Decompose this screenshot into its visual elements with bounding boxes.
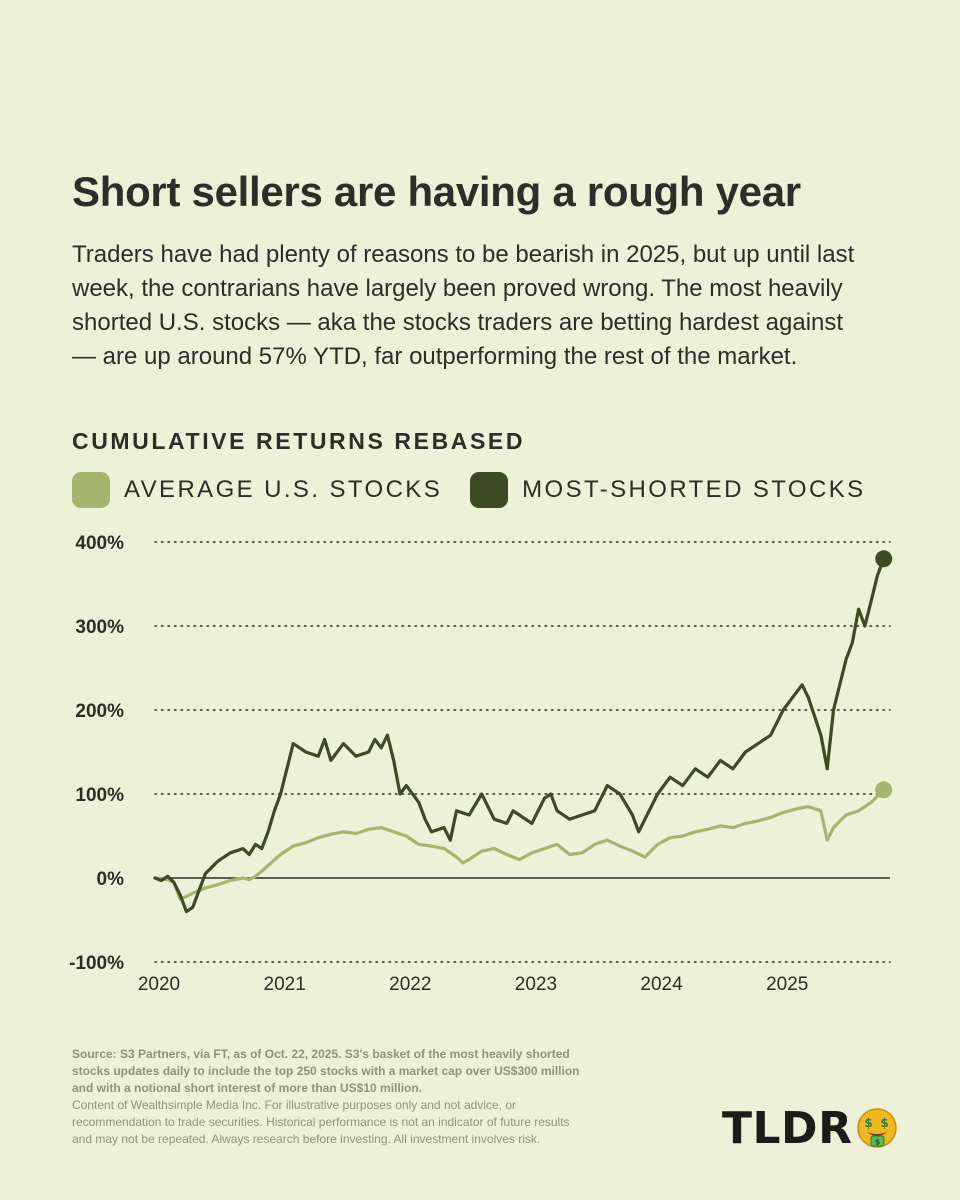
chart-heading: CUMULATIVE RETURNS REBASED — [72, 428, 526, 454]
y-tick-label-2: 200% — [75, 701, 124, 722]
legend-label-average: AVERAGE U.S. STOCKS — [124, 476, 443, 503]
series-line-average-u-s-stocks — [153, 788, 886, 901]
series-line-most-shorted-stocks — [153, 557, 886, 914]
footnote-source: Source: S3 Partners, via FT, as of Oct. … — [72, 1047, 580, 1095]
svg-text:$: $ — [881, 1116, 889, 1130]
x-tick-label-5: 2025 — [766, 974, 808, 995]
returns-line-chart: 400% 300% 200% 100% 0% -100% 2020 2021 2022 2023 2… — [69, 533, 893, 995]
legend-item-most-shorted: MOST-SHORTED STOCKS — [470, 472, 865, 508]
svg-text:$: $ — [865, 1116, 873, 1130]
x-tick-label-1: 2021 — [264, 974, 306, 995]
x-tick-label-4: 2024 — [640, 974, 683, 995]
y-tick-label-5: -100% — [69, 953, 124, 974]
series-end-marker-most-shorted-stocks — [875, 550, 893, 568]
svg-text:$: $ — [875, 1138, 881, 1147]
page-title: Short sellers are having a rough year — [72, 168, 801, 215]
chart-legend: AVERAGE U.S. STOCKS MOST-SHORTED STOCKS — [72, 472, 894, 508]
series-end-marker-average-u-s-stocks — [875, 781, 893, 799]
legend-swatch-most-shorted — [470, 472, 509, 508]
y-tick-label-4: 0% — [97, 869, 125, 890]
legend-swatch-average — [72, 472, 110, 508]
footnote-disclaimer: Content of Wealthsimple Media Inc. For i… — [72, 1098, 570, 1146]
y-tick-label-3: 100% — [75, 785, 124, 806]
x-tick-label-2: 2022 — [389, 974, 431, 995]
y-tick-label-0: 400% — [75, 533, 124, 554]
x-tick-label-0: 2020 — [138, 974, 180, 995]
legend-item-average: AVERAGE U.S. STOCKS — [72, 472, 442, 508]
legend-label-most-shorted: MOST-SHORTED STOCKS — [522, 476, 866, 503]
money-mouth-face-icon: $ $ $ — [857, 1108, 898, 1148]
y-tick-label-1: 300% — [75, 617, 124, 638]
x-tick-label-3: 2023 — [515, 974, 557, 995]
footnote: Source: S3 Partners, via FT, as of Oct. … — [72, 1046, 592, 1148]
brand-name: TLDR — [722, 1102, 853, 1154]
brand-logo: TLDR $ $ $ — [722, 1102, 898, 1154]
page-subtitle: Traders have had plenty of reasons to be… — [72, 241, 855, 370]
